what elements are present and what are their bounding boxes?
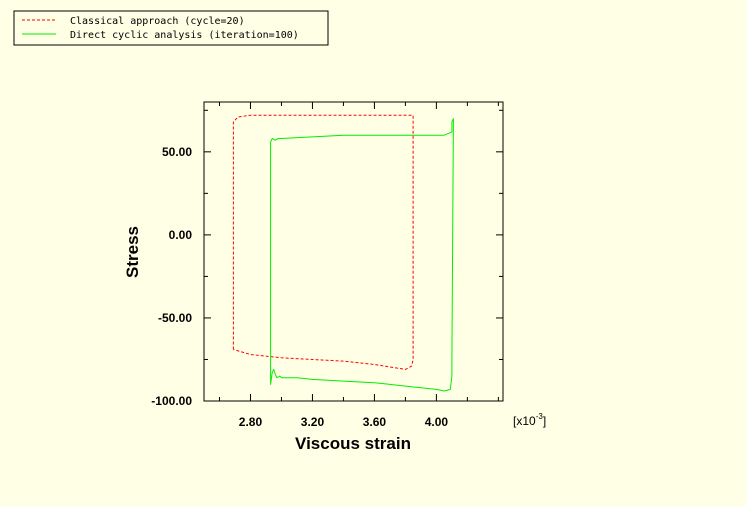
y-tick-label: 50.00 [162,145,192,159]
x-unit-exponent: -3 [536,412,544,421]
y-tick-label: -100.00 [151,394,192,408]
y-tick-label: 0.00 [169,228,193,242]
legend-label-direct-cyclic: Direct cyclic analysis (iteration=100) [70,30,299,41]
plot-frame [203,101,504,402]
axis-ticks [204,102,503,402]
legend-label-classical: Classical approach (cycle=20) [70,16,245,27]
x-unit-prefix: [x10 [513,414,536,428]
x-axis-title: Viscous strain [295,434,411,453]
series-line-classical [232,114,414,370]
series-line-direct-cyclic [270,118,454,392]
y-axis-title: Stress [123,226,142,278]
x-unit-close: ] [543,414,546,428]
legend: Classical approach (cycle=20) Direct cyc… [13,10,329,46]
x-tick-label: 3.20 [301,415,325,429]
x-tick-label: 2.80 [239,415,263,429]
x-tick-label: 4.00 [425,415,449,429]
x-tick-label: 3.60 [363,415,387,429]
series-group [232,114,454,392]
x-axis-unit-label: [x10-3] [513,412,546,428]
axis-tick-labels: 2.80 3.20 3.60 4.00 50.00 0.00 -50.00 -100.00 [151,145,448,429]
y-tick-label: -50.00 [158,311,192,325]
legend-box [13,10,329,46]
